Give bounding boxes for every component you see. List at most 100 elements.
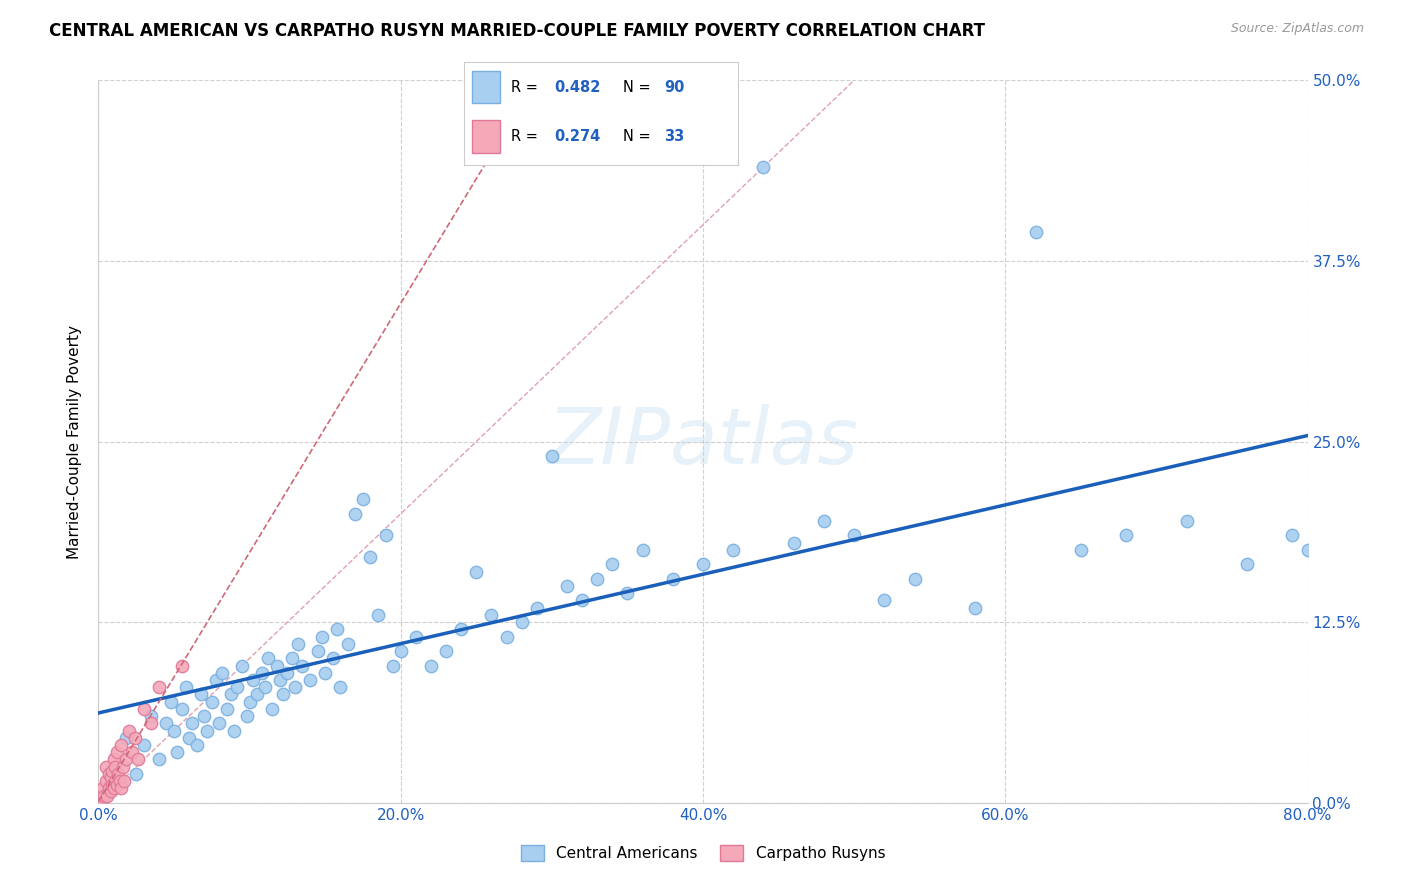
- Legend: Central Americans, Carpatho Rusyns: Central Americans, Carpatho Rusyns: [515, 839, 891, 867]
- Text: R =: R =: [510, 79, 543, 95]
- Point: [299, 673, 322, 687]
- Point: [389, 644, 412, 658]
- Point: [269, 673, 291, 687]
- Point: [242, 673, 264, 687]
- Point: [262, 702, 284, 716]
- Point: [93, 789, 115, 803]
- Point: [114, 752, 136, 766]
- Bar: [472, 70, 499, 103]
- Point: [98, 767, 121, 781]
- Point: [104, 760, 127, 774]
- Point: [94, 760, 117, 774]
- Point: [844, 528, 866, 542]
- Point: [141, 709, 163, 723]
- Point: [205, 673, 228, 687]
- Point: [540, 449, 562, 463]
- Point: [226, 680, 249, 694]
- Point: [291, 658, 314, 673]
- Y-axis label: Married-Couple Family Poverty: Married-Couple Family Poverty: [67, 325, 83, 558]
- Point: [148, 752, 170, 766]
- Point: [420, 658, 443, 673]
- Point: [221, 687, 243, 701]
- Point: [166, 745, 188, 759]
- Point: [174, 680, 197, 694]
- Text: 33: 33: [664, 128, 685, 144]
- Point: [224, 723, 246, 738]
- Point: [813, 514, 835, 528]
- Point: [329, 680, 352, 694]
- Text: 0.274: 0.274: [554, 128, 600, 144]
- Point: [276, 665, 298, 680]
- Point: [170, 658, 193, 673]
- Point: [904, 572, 927, 586]
- Point: [215, 702, 238, 716]
- Point: [281, 651, 304, 665]
- Point: [253, 680, 276, 694]
- Text: N =: N =: [623, 79, 655, 95]
- Text: Source: ZipAtlas.com: Source: ZipAtlas.com: [1230, 22, 1364, 36]
- Point: [314, 665, 336, 680]
- Point: [965, 600, 987, 615]
- Point: [91, 781, 114, 796]
- Point: [211, 665, 233, 680]
- Point: [1236, 558, 1258, 572]
- Point: [571, 593, 593, 607]
- Point: [96, 789, 118, 803]
- Point: [105, 745, 128, 759]
- Point: [692, 558, 714, 572]
- Point: [108, 774, 131, 789]
- Point: [98, 781, 121, 796]
- Point: [94, 774, 117, 789]
- Point: [121, 745, 143, 759]
- Point: [307, 644, 329, 658]
- Point: [155, 716, 177, 731]
- Point: [125, 767, 148, 781]
- Point: [186, 738, 208, 752]
- Point: [104, 774, 127, 789]
- Point: [326, 623, 349, 637]
- Point: [112, 774, 135, 789]
- Point: [360, 550, 382, 565]
- Point: [495, 630, 517, 644]
- Point: [110, 781, 132, 796]
- Point: [195, 723, 218, 738]
- Point: [616, 586, 638, 600]
- Point: [170, 702, 193, 716]
- Point: [723, 542, 745, 557]
- Point: [118, 723, 141, 738]
- Point: [163, 723, 186, 738]
- Point: [132, 702, 155, 716]
- Point: [90, 796, 112, 810]
- Point: [481, 607, 503, 622]
- Point: [1115, 528, 1137, 542]
- Text: CENTRAL AMERICAN VS CARPATHO RUSYN MARRIED-COUPLE FAMILY POVERTY CORRELATION CHA: CENTRAL AMERICAN VS CARPATHO RUSYN MARRI…: [49, 22, 986, 40]
- Point: [783, 535, 806, 549]
- Point: [510, 615, 533, 630]
- Point: [322, 651, 344, 665]
- Point: [101, 779, 124, 793]
- Point: [271, 687, 294, 701]
- Point: [250, 665, 273, 680]
- Point: [101, 764, 124, 778]
- Point: [190, 687, 212, 701]
- Text: 0.482: 0.482: [554, 79, 600, 95]
- Point: [256, 651, 278, 665]
- Point: [1175, 514, 1198, 528]
- Point: [148, 680, 170, 694]
- Point: [450, 623, 472, 637]
- Point: [208, 716, 231, 731]
- Point: [434, 644, 457, 658]
- Point: [107, 767, 129, 781]
- Point: [160, 695, 183, 709]
- Point: [246, 687, 269, 701]
- Text: N =: N =: [623, 128, 655, 144]
- Text: R =: R =: [510, 128, 543, 144]
- Point: [344, 507, 367, 521]
- Bar: [472, 120, 499, 153]
- Point: [284, 680, 307, 694]
- Point: [103, 781, 125, 796]
- Point: [103, 752, 125, 766]
- Point: [752, 160, 775, 174]
- Point: [555, 579, 578, 593]
- Point: [1070, 542, 1092, 557]
